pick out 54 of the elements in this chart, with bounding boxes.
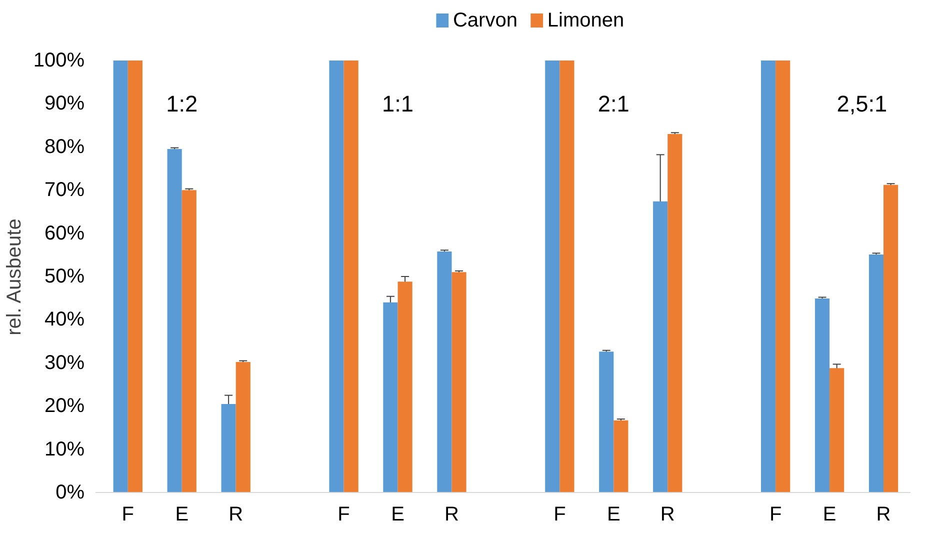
annotation: 2:1 <box>598 90 630 117</box>
x-tick-label: F <box>769 504 782 526</box>
y-tick-label: 100% <box>33 50 85 72</box>
bar <box>221 404 236 492</box>
x-tick-label: E <box>822 504 836 526</box>
legend-label: Limonen <box>547 10 624 32</box>
bar <box>653 201 668 492</box>
bar <box>383 302 398 492</box>
x-tick-label: F <box>338 504 350 526</box>
bar <box>599 352 614 492</box>
bar <box>668 134 682 492</box>
bar <box>760 60 776 492</box>
y-tick-label: 30% <box>44 352 85 374</box>
y-axis-title: rel. Ausbeute <box>3 218 26 336</box>
bar <box>344 60 358 492</box>
bar <box>236 362 250 492</box>
x-tick-label: R <box>444 504 459 526</box>
bar <box>182 190 196 492</box>
x-tick-label: R <box>876 504 891 526</box>
y-tick-label: 80% <box>44 136 85 158</box>
bar <box>830 368 844 492</box>
annotation: 2,5:1 <box>836 90 888 117</box>
x-tick-label: E <box>606 504 620 526</box>
x-tick-label: F <box>122 504 134 526</box>
bar <box>614 420 628 492</box>
y-tick-label: 40% <box>44 308 85 331</box>
bar <box>884 184 898 492</box>
bar <box>776 60 790 492</box>
y-tick-label: 50% <box>44 266 85 288</box>
bar <box>398 282 412 492</box>
annotation: 1:2 <box>166 90 198 117</box>
bar <box>868 254 884 492</box>
bar <box>560 60 574 492</box>
y-tick-label: 70% <box>44 179 85 202</box>
bar <box>545 60 560 492</box>
legend-label: Carvon <box>452 10 518 32</box>
x-tick-label: R <box>228 504 244 526</box>
bar <box>128 60 142 492</box>
x-tick-label: E <box>175 504 189 526</box>
x-tick-label: E <box>391 504 404 526</box>
x-tick-label: F <box>554 504 566 526</box>
x-tick-label: R <box>660 504 675 526</box>
annotation: 1:1 <box>382 90 414 117</box>
bar <box>437 251 452 492</box>
y-tick-label: 60% <box>44 222 85 244</box>
y-tick-label: 90% <box>44 92 85 115</box>
bar <box>814 298 830 492</box>
y-tick-label: 20% <box>44 395 85 418</box>
bar <box>167 149 182 492</box>
bar <box>113 60 128 492</box>
bar <box>452 272 466 492</box>
y-tick-label: 0% <box>56 482 85 504</box>
y-tick-label: 10% <box>44 438 85 460</box>
bar <box>329 60 344 492</box>
